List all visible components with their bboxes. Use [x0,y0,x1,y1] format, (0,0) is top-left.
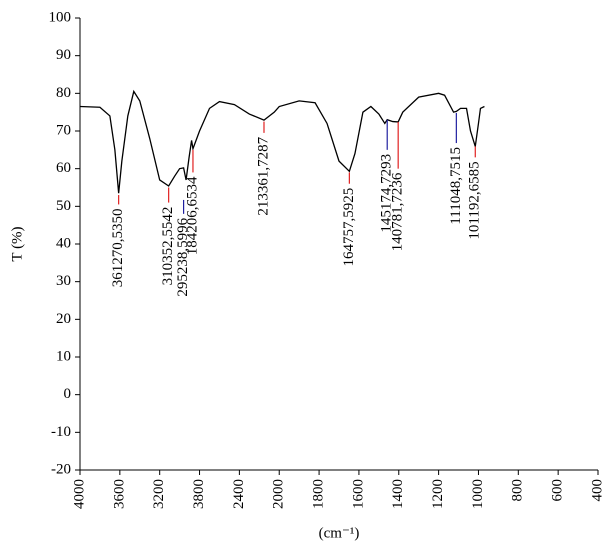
x-tick-label: 1000 [470,479,486,509]
y-axis-title: T (%) [9,226,25,261]
x-tick-label: 2400 [231,479,247,509]
x-tick-label: 400 [589,479,605,502]
peak-label: 140781,7236 [390,172,406,251]
y-tick-label: 90 [56,47,71,63]
y-tick-label: -20 [51,461,71,477]
peak-label: 213361,7287 [255,136,271,215]
peak-label: 184206,6534 [184,176,200,255]
spectrum-line [79,89,485,194]
peak-label: 164757,5925 [341,188,357,267]
x-tick-label: 4000 [71,479,87,509]
peak-label: 310352,5542 [160,207,176,286]
x-axis-title: (cm⁻¹) [319,525,360,541]
y-tick-label: 0 [64,386,72,402]
peak-label: 111048,7515 [448,147,464,225]
peak-label: 101192,6585 [467,161,483,239]
x-tick-label: 1800 [311,479,327,509]
peak-label: 295238,5996 [175,217,191,296]
x-tick-label: 2000 [271,479,287,509]
x-tick-label: 1200 [430,479,446,509]
y-tick-label: 60 [56,160,71,176]
peak-label: 145174,7293 [379,154,395,233]
x-tick-label: 3200 [151,479,167,509]
x-tick-label: 3800 [191,479,207,509]
x-tick-label: 800 [510,479,526,502]
y-tick-label: -10 [51,424,71,440]
x-tick-label: 3600 [111,479,127,509]
y-tick-label: 100 [49,9,72,25]
y-tick-label: 30 [56,273,71,289]
x-tick-label: 600 [550,479,566,502]
y-tick-label: 80 [56,85,71,101]
y-tick-label: 20 [56,311,71,327]
peak-label: 361270,5350 [110,208,126,287]
y-tick-label: 10 [56,348,71,364]
y-tick-label: 40 [56,235,71,251]
y-tick-label: 50 [56,198,71,214]
x-tick-label: 1600 [350,479,366,509]
y-tick-label: 70 [56,122,71,138]
x-tick-label: 1400 [390,479,406,509]
